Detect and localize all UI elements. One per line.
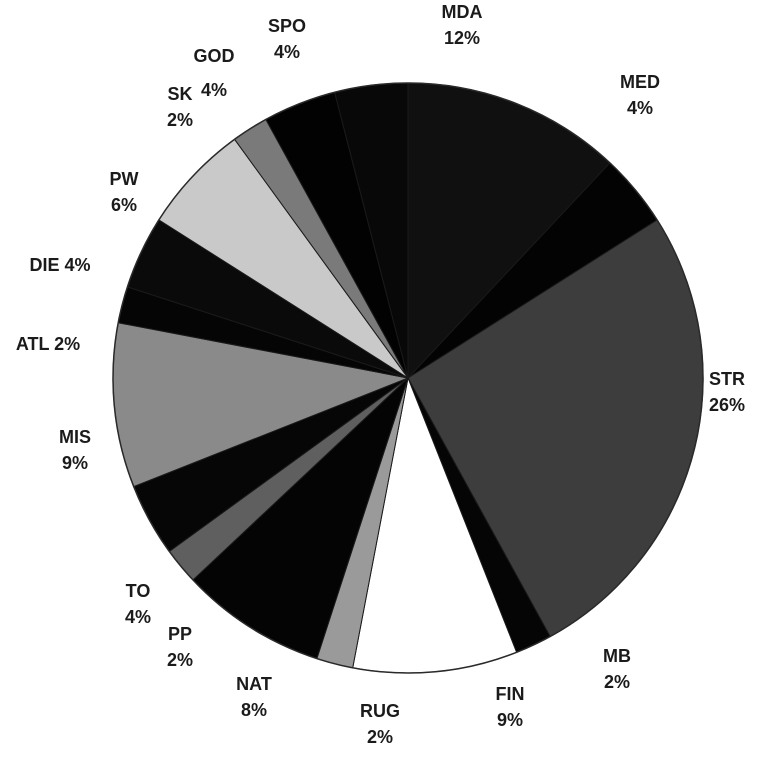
slice-percent-pp: 2% [167,650,193,670]
slice-name-pp: PP [168,624,192,644]
slices-layer [112,82,704,674]
slice-percent-mis: 9% [62,453,88,473]
slice-label-die: DIE 4% [29,255,90,275]
slice-name-mb: MB [603,646,631,666]
slice-percent-str: 26% [709,395,745,415]
slice-name-str: STR [709,369,745,389]
slice-name-mis: MIS [59,427,91,447]
slice-percent-med: 4% [627,98,653,118]
slice-percent-spo: 4% [274,42,300,62]
slice-name-rug: RUG [360,701,400,721]
slice-name-nat: NAT [236,674,272,694]
slice-percent-rug: 2% [367,727,393,747]
labels-layer: MDA 12% MED 4% STR 26% MB 2% FIN 9% RUG 2% NAT 8% PP 2%… [16,2,745,747]
slice-name-pw: PW [110,169,139,189]
slice-label-atl: ATL 2% [16,334,80,354]
slice-percent-god: 4% [201,80,227,100]
slice-percent-mb: 2% [604,672,630,692]
slice-name-med: MED [620,72,660,92]
slice-percent-fin: 9% [497,710,523,730]
slice-percent-to: 4% [125,607,151,627]
slice-name-spo: SPO [268,16,306,36]
pie-outline [112,82,704,674]
slice-name-mda: MDA [442,2,483,22]
slice-percent-pw: 6% [111,195,137,215]
slice-percent-mda: 12% [444,28,480,48]
slice-name-fin: FIN [496,684,525,704]
slice-name-god: GOD [193,46,234,66]
slice-name-sk: SK [167,84,192,104]
slice-percent-sk: 2% [167,110,193,130]
slice-name-to: TO [126,581,151,601]
slice-percent-nat: 8% [241,700,267,720]
